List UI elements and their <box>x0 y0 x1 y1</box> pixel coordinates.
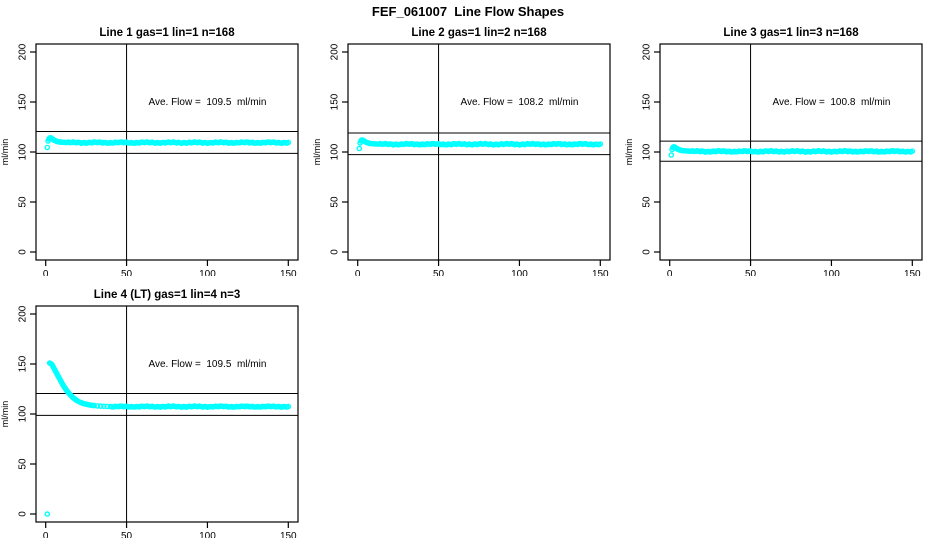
x-tick-label: 0 <box>43 531 49 538</box>
flow-point <box>101 403 107 410</box>
x-tick-label: 150 <box>280 531 297 538</box>
data-points <box>44 135 292 151</box>
avg-flow-annotation: Ave. Flow = 100.8 ml/min <box>772 97 890 108</box>
flow-point <box>91 402 97 409</box>
y-tick-label: 150 <box>642 93 653 110</box>
panel-title: Line 1 gas=1 lin=1 n=168 <box>99 27 235 39</box>
x-tick-label: 100 <box>199 269 216 276</box>
x-tick-label: 100 <box>199 531 216 538</box>
x-tick-label: 50 <box>433 269 445 276</box>
figure-title: FEF_061007 Line Flow Shapes <box>371 4 565 19</box>
line-4-chart: Line 4 (LT) gas=1 lin=4 n=30501001502000… <box>0 289 299 538</box>
line-1-chart: Line 1 gas=1 lin=1 n=168 0 50 100 150 200 0 50 1… <box>0 27 299 276</box>
flow-point <box>44 144 51 151</box>
y-tick-label: 100 <box>18 405 29 422</box>
y-axis-label: ml/min <box>0 401 10 428</box>
axes: 0 50 100 150 200 0 50 100 150 ml/min <box>0 305 299 538</box>
data-points <box>668 144 916 158</box>
y-tick-label: 50 <box>18 196 29 208</box>
plot-box <box>35 43 299 261</box>
x-tick-label: 100 <box>511 269 528 276</box>
y-tick-label: 0 <box>330 249 341 255</box>
y-tick-label: 0 <box>18 511 29 517</box>
y-tick-label: 0 <box>18 249 29 255</box>
y-tick-label: 0 <box>642 249 653 255</box>
flow-point <box>94 403 101 409</box>
y-tick-label: 200 <box>642 43 653 60</box>
y-tick-label: 100 <box>330 143 341 160</box>
flow-point <box>97 403 104 409</box>
avg-flow-annotation: Ave. Flow = 109.5 ml/min <box>148 359 266 370</box>
x-tick-label: 50 <box>121 269 133 276</box>
y-axis-label: ml/min <box>624 139 634 166</box>
y-tick-label: 150 <box>18 355 29 372</box>
x-tick-label: 0 <box>355 269 361 276</box>
avg-flow-annotation: Ave. Flow = 109.5 ml/min <box>148 97 266 108</box>
x-tick-label: 50 <box>121 531 133 538</box>
y-tick-label: 200 <box>18 43 29 60</box>
y-tick-label: 100 <box>642 143 653 160</box>
x-tick-label: 150 <box>904 269 921 276</box>
x-tick-label: 100 <box>823 269 840 276</box>
y-axis-label: ml/min <box>0 139 10 166</box>
x-tick-label: 150 <box>280 269 297 276</box>
y-tick-label: 50 <box>330 196 341 208</box>
y-tick-label: 200 <box>330 43 341 60</box>
plot-box <box>347 43 611 261</box>
x-tick-label: 0 <box>667 269 673 276</box>
x-tick-label: 50 <box>745 269 757 276</box>
y-tick-label: 200 <box>18 305 29 322</box>
flow-point <box>285 139 292 146</box>
axes: 0 50 100 150 200 0 50 100 150 ml/min <box>624 43 923 276</box>
flow-point <box>285 403 292 410</box>
panel-title: Line 2 gas=1 lin=2 n=168 <box>411 27 547 39</box>
x-tick-label: 150 <box>592 269 609 276</box>
y-tick-label: 100 <box>18 143 29 160</box>
axes: 0 50 100 150 200 0 50 100 150 ml/min <box>0 43 299 276</box>
flow-point <box>909 148 916 154</box>
panels-grid: Line 1 gas=1 lin=1 n=168 0 50 100 150 200 0 50 1… <box>0 24 936 538</box>
flow-point <box>356 145 363 152</box>
x-tick-label: 0 <box>43 269 49 276</box>
avg-flow-annotation: Ave. Flow = 108.2 ml/min <box>460 97 578 108</box>
flow-point <box>668 152 675 158</box>
data-points <box>44 360 292 517</box>
axes: 0 50 100 150 200 0 50 100 150 ml/min <box>312 43 611 276</box>
y-axis-label: ml/min <box>312 139 322 166</box>
panel-title: Line 3 gas=1 lin=3 n=168 <box>723 27 859 39</box>
panel-title: Line 4 (LT) gas=1 lin=4 n=3 <box>94 289 240 301</box>
y-tick-label: 50 <box>642 196 653 208</box>
y-tick-label: 150 <box>18 93 29 110</box>
line-3-chart: Line 3 gas=1 lin=3 n=168 0 50 100 150 200 0 50 1… <box>624 27 923 276</box>
line-2-chart: Line 2 gas=1 lin=2 n=168 0 50 100 150 200 0 50 1… <box>312 27 611 276</box>
data-points <box>356 137 604 152</box>
flow-point <box>44 511 51 517</box>
y-tick-label: 50 <box>18 458 29 470</box>
y-tick-label: 150 <box>330 93 341 110</box>
plot-box <box>35 305 299 523</box>
flow-point <box>597 141 604 147</box>
